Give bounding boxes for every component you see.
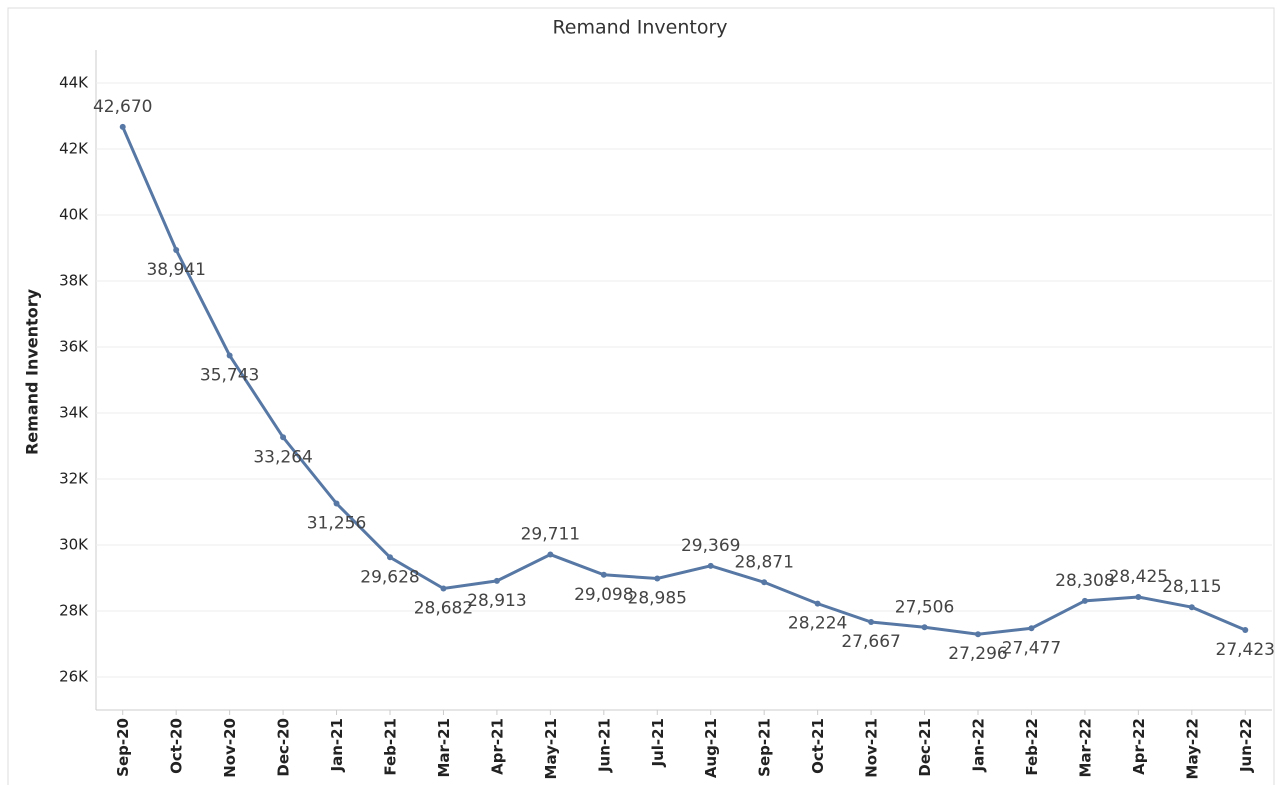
data-label: 38,941 — [146, 260, 205, 280]
x-tick-label: Oct-20 — [168, 718, 186, 774]
x-tick-label: Jan-21 — [328, 718, 346, 772]
x-tick-label: Feb-21 — [382, 718, 400, 776]
point — [1242, 627, 1249, 634]
data-label: 31,256 — [307, 514, 366, 534]
point — [280, 434, 287, 441]
chart-title: Remand Inventory — [552, 17, 727, 39]
data-label: 29,628 — [360, 567, 419, 587]
point — [654, 575, 661, 582]
chart-frame — [7, 7, 1275, 785]
data-label: 29,098 — [574, 585, 633, 605]
y-tick-label: 36K — [59, 338, 89, 356]
data-label: 28,682 — [414, 598, 473, 618]
x-tick-label: Nov-20 — [221, 718, 239, 778]
point — [814, 600, 821, 607]
data-label: 28,913 — [467, 591, 526, 611]
y-tick-label: 38K — [59, 272, 89, 290]
point — [975, 631, 981, 638]
x-tick-label: Sep-20 — [114, 718, 132, 777]
x-tick-label: Sep-21 — [756, 718, 774, 777]
y-tick-label: 44K — [59, 74, 89, 92]
data-label: 28,115 — [1162, 577, 1221, 597]
point — [868, 618, 875, 625]
x-tick-label: Jul-21 — [649, 718, 667, 768]
y-tick-label: 34K — [59, 404, 89, 422]
point — [440, 585, 447, 592]
point — [1081, 597, 1088, 604]
x-tick-label: Apr-22 — [1130, 718, 1148, 775]
x-tick-label: Apr-21 — [488, 718, 506, 775]
y-tick-label: 32K — [59, 470, 89, 488]
data-label: 35,743 — [200, 365, 259, 385]
x-tick-label: Aug-21 — [702, 718, 720, 778]
series-line — [121, 126, 1246, 636]
x-tick-label: Feb-22 — [1023, 718, 1041, 776]
point — [387, 554, 393, 561]
y-tick-label: 42K — [59, 140, 89, 158]
x-tick-label: May-21 — [542, 718, 560, 779]
data-label: 28,425 — [1109, 567, 1168, 587]
y-tick-label: 26K — [59, 668, 89, 686]
point — [333, 500, 340, 507]
y-tick-label: 40K — [59, 206, 89, 224]
point — [761, 579, 768, 586]
point — [1135, 593, 1142, 600]
point — [1188, 604, 1195, 611]
data-label: 28,871 — [734, 552, 793, 572]
x-tick-label: Oct-21 — [809, 718, 827, 774]
data-label: 28,224 — [788, 614, 847, 634]
point — [921, 624, 928, 631]
data-label: 28,985 — [628, 588, 687, 608]
point — [173, 246, 180, 253]
data-label: 27,667 — [841, 632, 900, 652]
x-tick-label: Nov-21 — [863, 718, 881, 778]
x-tick-label: May-22 — [1183, 718, 1201, 779]
point — [226, 352, 233, 359]
point — [707, 562, 714, 569]
x-tick-label: Dec-21 — [916, 718, 934, 777]
data-label: 28,308 — [1055, 571, 1114, 591]
point — [600, 571, 607, 578]
x-tick-label: Mar-21 — [435, 718, 453, 778]
data-label: 27,296 — [948, 644, 1007, 664]
data-label: 29,711 — [521, 525, 580, 545]
y-axis-label: Remand Inventory — [23, 288, 42, 455]
point — [119, 123, 126, 130]
data-label: 27,477 — [1002, 638, 1061, 658]
x-tick-label: Jan-22 — [970, 718, 988, 772]
y-tick-label: 28K — [59, 602, 89, 620]
data-label: 33,264 — [253, 447, 312, 467]
data-label: 27,506 — [895, 597, 954, 617]
data-label: 27,423 — [1216, 640, 1275, 660]
x-tick-label: Mar-22 — [1076, 718, 1094, 778]
data-label: 42,670 — [93, 97, 152, 117]
point — [493, 577, 500, 584]
x-tick-label: Jun-22 — [1237, 718, 1255, 773]
point — [547, 551, 554, 558]
x-tick-label: Dec-20 — [275, 718, 293, 777]
x-tick-label: Jun-21 — [595, 718, 613, 773]
point — [1028, 625, 1035, 632]
data-label: 29,369 — [681, 536, 740, 556]
y-tick-label: 30K — [59, 536, 89, 554]
